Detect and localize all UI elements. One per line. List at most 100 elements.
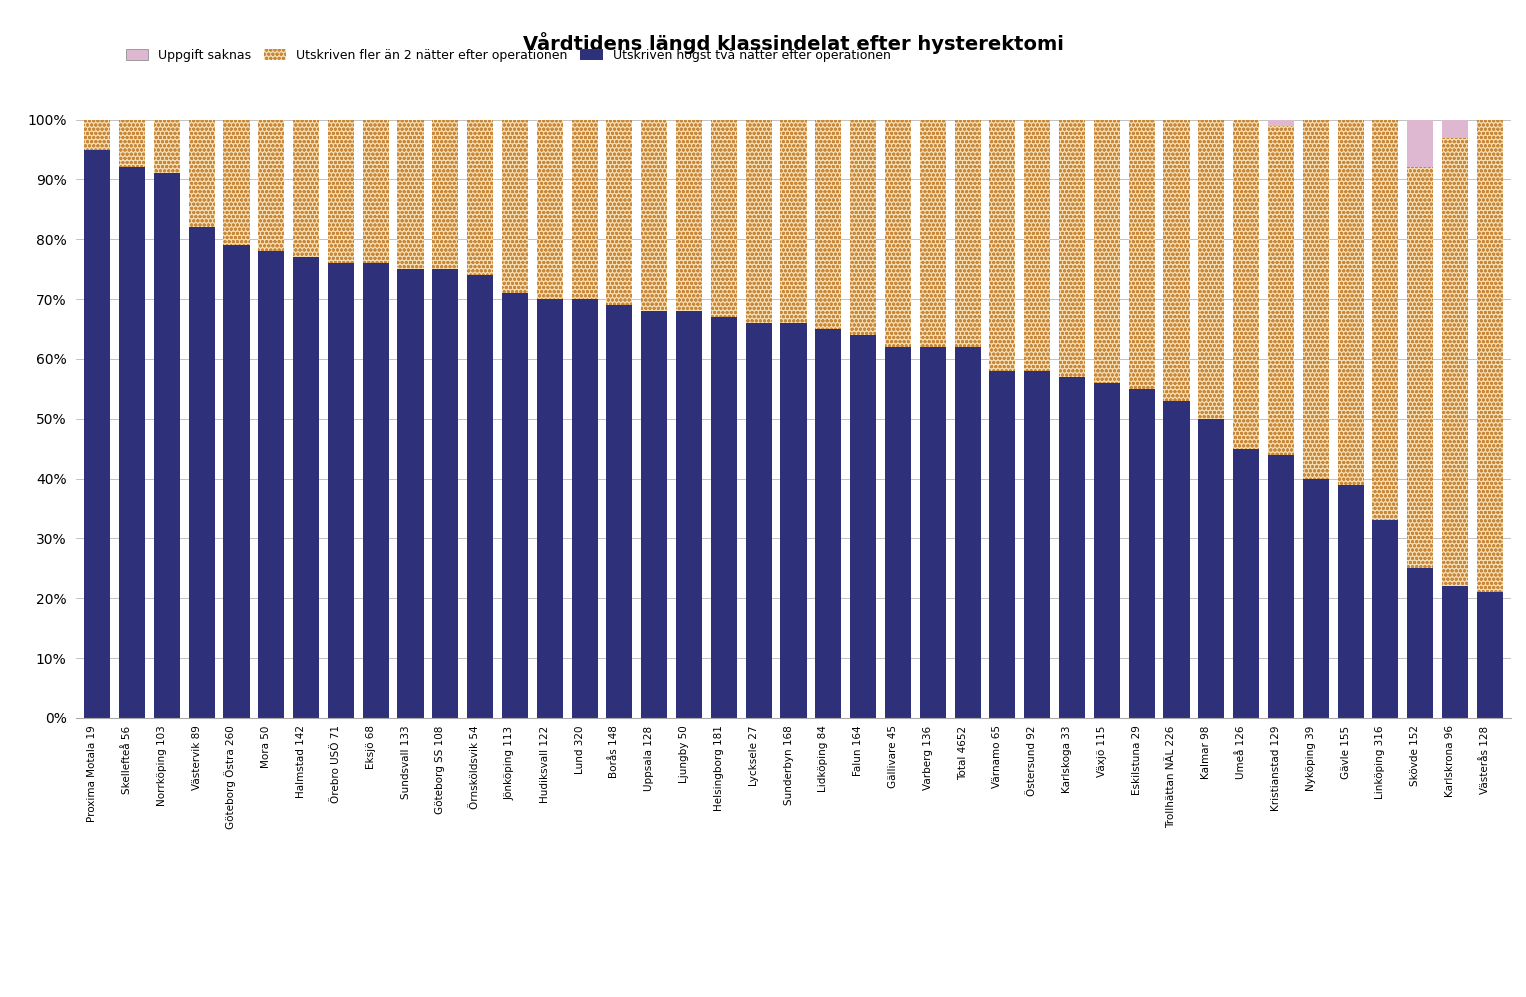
Bar — [1372, 120, 1398, 520]
Bar — [920, 120, 946, 347]
Bar — [780, 323, 807, 718]
Bar — [502, 120, 528, 293]
Bar — [293, 257, 319, 718]
Bar — [711, 317, 737, 718]
Bar — [572, 120, 598, 299]
Bar — [1337, 485, 1364, 718]
Bar — [1372, 520, 1398, 718]
Bar — [1024, 371, 1050, 718]
Bar — [746, 120, 772, 323]
Bar — [328, 263, 354, 718]
Bar — [850, 120, 876, 335]
Bar — [1268, 126, 1294, 455]
Bar — [223, 120, 250, 245]
Bar — [1372, 120, 1398, 520]
Bar — [1303, 120, 1329, 479]
Bar — [432, 120, 458, 269]
Bar — [641, 311, 667, 718]
Bar — [606, 120, 632, 305]
Bar — [572, 299, 598, 718]
Bar — [84, 120, 110, 150]
Bar — [815, 329, 841, 718]
Bar — [711, 120, 737, 317]
Bar — [328, 120, 354, 263]
Bar — [850, 114, 876, 120]
Bar — [363, 120, 389, 263]
Bar — [1337, 120, 1364, 485]
Bar — [258, 120, 284, 251]
Bar — [955, 347, 981, 718]
Bar — [84, 150, 110, 718]
Bar — [1233, 120, 1259, 449]
Bar — [850, 335, 876, 718]
Bar — [1337, 120, 1364, 485]
Bar — [293, 120, 319, 257]
Legend: Uppgift saknas, Utskriven fler än 2 nätter efter operationen, Utskriven högst tv: Uppgift saknas, Utskriven fler än 2 nätt… — [125, 48, 891, 62]
Bar — [676, 311, 702, 718]
Bar — [1163, 120, 1190, 401]
Bar — [989, 120, 1015, 371]
Bar — [1163, 401, 1190, 718]
Bar — [780, 120, 807, 323]
Title: Vårdtidens längd klassindelat efter hysterektomi: Vårdtidens längd klassindelat efter hyst… — [523, 32, 1064, 54]
Bar — [606, 120, 632, 305]
Bar — [293, 120, 319, 257]
Bar — [1477, 120, 1503, 592]
Bar — [1268, 455, 1294, 718]
Bar — [154, 173, 180, 718]
Bar — [1094, 383, 1120, 718]
Bar — [641, 120, 667, 311]
Bar — [397, 120, 424, 269]
Bar — [223, 245, 250, 718]
Bar — [1442, 120, 1468, 138]
Bar — [885, 120, 911, 347]
Bar — [1059, 377, 1085, 718]
Bar — [467, 120, 493, 275]
Bar — [1407, 568, 1433, 718]
Bar — [920, 120, 946, 347]
Bar — [502, 293, 528, 718]
Bar — [397, 269, 424, 718]
Bar — [1198, 120, 1224, 419]
Bar — [119, 120, 145, 167]
Bar — [189, 227, 215, 718]
Bar — [1129, 389, 1155, 718]
Bar — [989, 371, 1015, 718]
Bar — [258, 251, 284, 718]
Bar — [1303, 479, 1329, 718]
Bar — [1024, 120, 1050, 371]
Bar — [189, 120, 215, 227]
Bar — [676, 120, 702, 311]
Bar — [989, 120, 1015, 371]
Bar — [955, 120, 981, 347]
Bar — [1268, 126, 1294, 455]
Bar — [363, 120, 389, 263]
Bar — [467, 275, 493, 718]
Bar — [815, 120, 841, 329]
Bar — [258, 120, 284, 251]
Bar — [1198, 120, 1224, 419]
Bar — [711, 120, 737, 317]
Bar — [1059, 120, 1085, 377]
Bar — [1407, 167, 1433, 568]
Bar — [1024, 120, 1050, 371]
Bar — [502, 120, 528, 293]
Bar — [1268, 120, 1294, 126]
Bar — [676, 120, 702, 311]
Bar — [746, 120, 772, 323]
Bar — [1129, 120, 1155, 389]
Bar — [1442, 138, 1468, 586]
Bar — [1477, 120, 1503, 592]
Bar — [815, 120, 841, 329]
Bar — [432, 269, 458, 718]
Bar — [1303, 120, 1329, 479]
Bar — [885, 120, 911, 347]
Bar — [1442, 586, 1468, 718]
Bar — [606, 305, 632, 718]
Bar — [1233, 449, 1259, 718]
Bar — [328, 120, 354, 263]
Bar — [1233, 120, 1259, 449]
Bar — [537, 120, 563, 299]
Bar — [84, 120, 110, 150]
Bar — [1163, 120, 1190, 401]
